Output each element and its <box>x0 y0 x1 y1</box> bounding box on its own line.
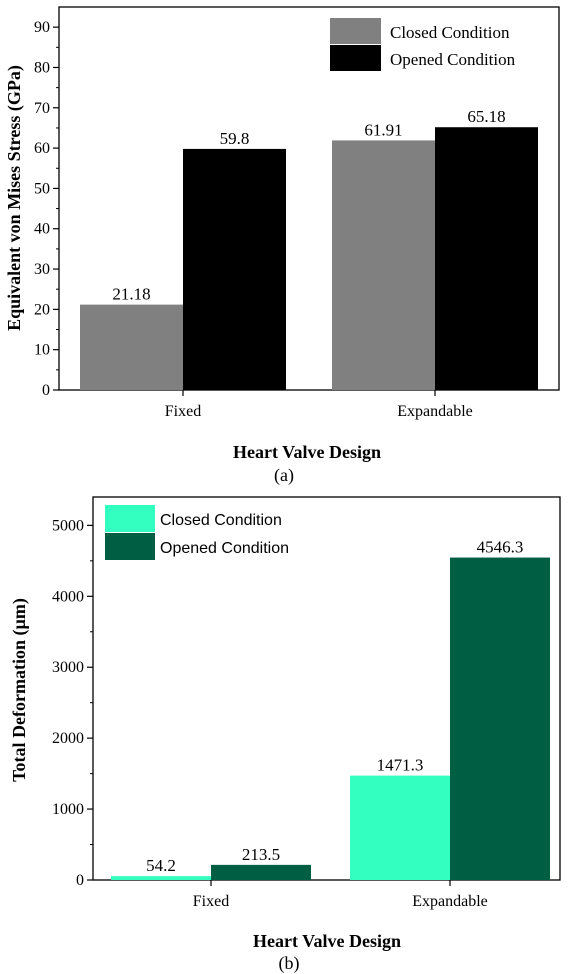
y-tick-label: 2000 <box>52 730 84 747</box>
x-tick-label-expandable: Expandable <box>412 893 488 910</box>
legend-swatch-opened-b <box>105 533 155 560</box>
data-label: 21.18 <box>112 285 150 304</box>
legend-b: Closed Condition Opened Condition <box>105 505 289 560</box>
y-tick-label: 30 <box>34 261 50 278</box>
data-label: 213.5 <box>242 845 280 864</box>
y-tick-label: 10 <box>34 342 50 359</box>
bar-opened-fixed <box>211 864 311 880</box>
legend-swatch-closed-a <box>330 18 381 44</box>
x-tick-label-expandable: Expandable <box>397 403 473 420</box>
y-tick-label: 40 <box>34 221 50 238</box>
y-axis-label-b: Total Deformation (µm) <box>9 598 30 782</box>
y-tick-label: 0 <box>42 382 50 399</box>
caption-b: (b) <box>279 953 300 974</box>
legend-swatch-opened-a <box>330 45 381 71</box>
bar-opened-expandable <box>450 557 550 880</box>
data-labels-b: 54.2 1471.3 213.5 4546.3 <box>146 538 523 876</box>
legend-label-closed-a: Closed Condition <box>390 23 510 42</box>
legend-label-opened-a: Opened Condition <box>390 50 516 69</box>
data-label: 54.2 <box>146 856 176 875</box>
y-tick-label: 0 <box>76 872 84 889</box>
data-label: 61.91 <box>364 120 402 139</box>
x-axis-label-b: Heart Valve Design <box>253 931 401 951</box>
y-axis-a: 0 10 20 30 40 50 60 70 80 90 <box>34 19 59 399</box>
legend-swatch-closed-b <box>105 505 155 532</box>
x-axis-a: Fixed Expandable <box>165 390 473 420</box>
data-label: 1471.3 <box>377 756 424 775</box>
bar-closed-fixed <box>80 304 183 390</box>
x-tick-label-fixed: Fixed <box>193 893 229 910</box>
plot-frame-b <box>92 496 561 881</box>
legend-label-opened-b: Opened Condition <box>160 540 289 557</box>
data-labels-a: 21.18 61.91 59.8 65.18 <box>112 107 505 303</box>
y-tick-label: 5000 <box>52 517 84 534</box>
y-axis-label-a: Equivalent von Mises Stress (GPa) <box>4 65 25 331</box>
legend-a: Closed Condition Opened Condition <box>330 18 516 71</box>
bars-a <box>80 127 538 391</box>
bar-opened-fixed <box>183 148 286 390</box>
legend-label-closed-b: Closed Condition <box>160 512 282 529</box>
y-tick-label: 50 <box>34 180 50 197</box>
chart-a: 0 10 20 30 40 50 60 70 80 90 Fixed Expandable 21.1… <box>4 6 560 486</box>
data-label: 59.8 <box>220 129 250 148</box>
plot-frame-a <box>58 6 560 391</box>
bar-opened-expandable <box>435 127 538 391</box>
caption-a: (a) <box>274 465 294 486</box>
x-axis-label-a: Heart Valve Design <box>233 442 381 462</box>
data-label: 65.18 <box>467 107 505 126</box>
y-tick-label: 80 <box>34 59 50 76</box>
bars-b <box>111 557 550 880</box>
x-axis-b: Fixed Expandable <box>193 880 488 910</box>
y-tick-label: 3000 <box>52 659 84 676</box>
y-tick-label: 20 <box>34 301 50 318</box>
bar-closed-fixed <box>111 876 211 880</box>
bar-closed-expandable <box>332 140 435 390</box>
y-tick-label: 60 <box>34 140 50 157</box>
chart-b: 0 1000 2000 3000 4000 5000 Fixed Expandable 54… <box>9 496 561 974</box>
y-tick-label: 90 <box>34 19 50 36</box>
y-axis-b: 0 1000 2000 3000 4000 5000 <box>52 517 93 889</box>
x-tick-label-fixed: Fixed <box>165 403 201 420</box>
y-tick-label: 4000 <box>52 588 84 605</box>
y-tick-label: 70 <box>34 100 50 117</box>
y-tick-label: 1000 <box>52 801 84 818</box>
data-label: 4546.3 <box>477 538 524 557</box>
bar-closed-expandable <box>350 775 450 880</box>
